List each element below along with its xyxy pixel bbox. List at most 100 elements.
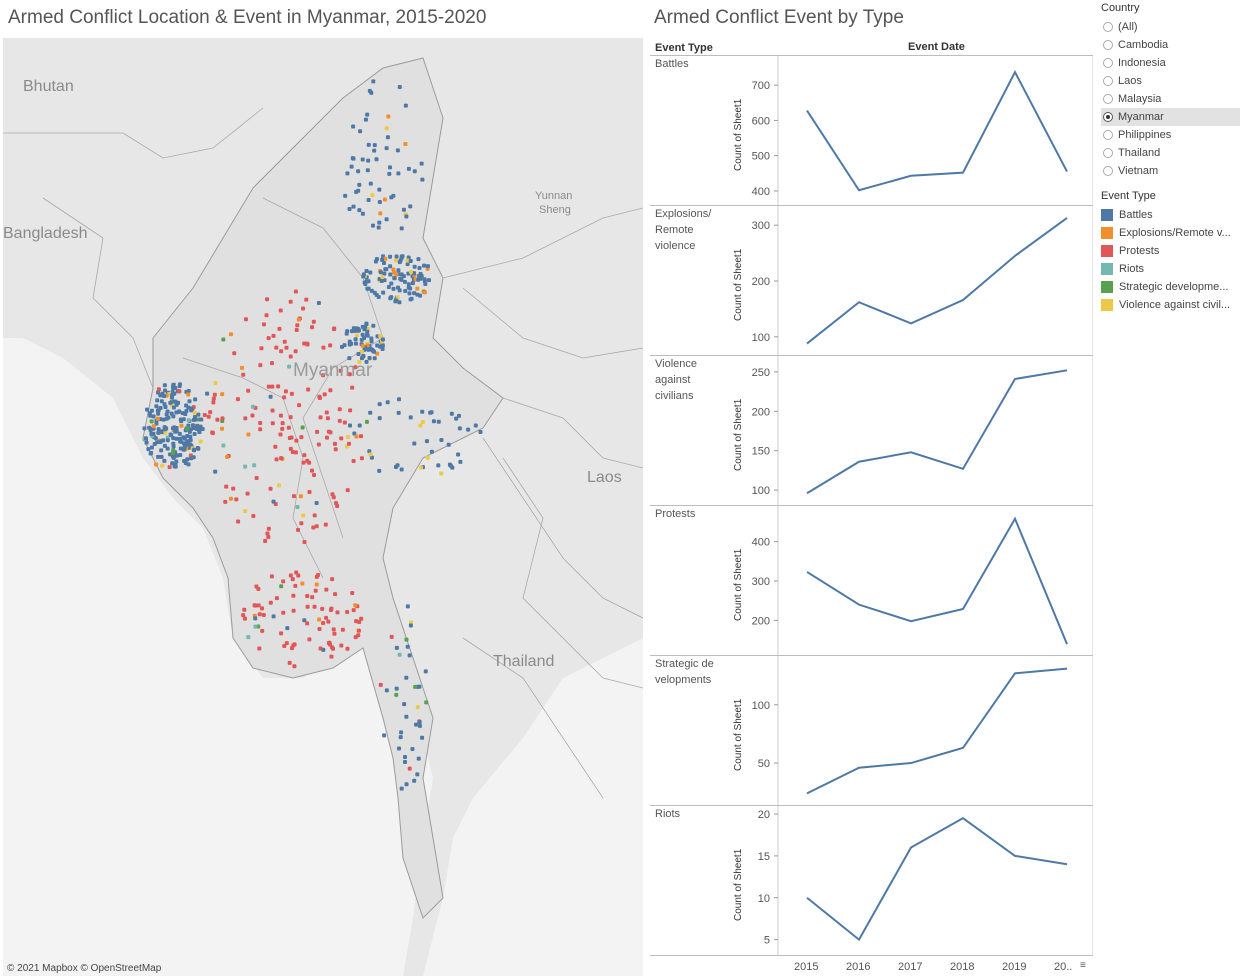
event-dot[interactable] [381,344,385,348]
event-dot[interactable] [156,412,160,416]
event-dot[interactable] [332,495,336,499]
event-dot[interactable] [352,459,356,463]
series-line[interactable] [807,519,1067,644]
event-dot[interactable] [155,440,159,444]
event-dot[interactable] [243,509,247,513]
event-dot[interactable] [404,715,408,719]
event-dot[interactable] [426,264,430,268]
event-dot[interactable] [396,171,400,175]
event-dot[interactable] [271,408,275,412]
event-dot[interactable] [361,354,365,358]
radio-icon[interactable] [1103,148,1113,158]
series-line[interactable] [807,370,1067,493]
event-dot[interactable] [396,286,400,290]
event-dot[interactable] [278,433,282,437]
event-dot[interactable] [144,436,148,440]
event-dot[interactable] [281,421,285,425]
event-dot[interactable] [420,410,424,414]
event-dot[interactable] [305,594,309,598]
event-dot[interactable] [396,148,400,152]
event-dot[interactable] [177,389,181,393]
event-dot[interactable] [408,767,412,771]
event-dot[interactable] [220,427,224,431]
event-dot[interactable] [394,259,398,263]
event-dot[interactable] [379,683,383,687]
event-dot[interactable] [211,431,215,435]
event-dot[interactable] [288,661,292,665]
event-dot[interactable] [193,397,197,401]
event-dot[interactable] [439,471,443,475]
event-dot[interactable] [241,373,245,377]
event-dot[interactable] [328,388,332,392]
event-dot[interactable] [302,540,306,544]
event-dot[interactable] [406,645,410,649]
event-dot[interactable] [377,226,381,230]
event-dot[interactable] [368,411,372,415]
event-dot[interactable] [246,432,250,436]
event-dot[interactable] [293,584,297,588]
event-dot[interactable] [368,89,372,93]
event-dot[interactable] [398,85,402,89]
event-dot[interactable] [373,143,377,147]
event-dot[interactable] [292,609,296,613]
event-dot[interactable] [189,407,193,411]
event-dot[interactable] [397,300,401,304]
event-dot[interactable] [343,194,347,198]
event-dot[interactable] [389,281,393,285]
event-dot[interactable] [332,326,336,330]
legend-item[interactable]: Riots [1101,260,1240,278]
legend-item[interactable]: Protests [1101,242,1240,260]
event-dot[interactable] [207,415,211,419]
event-dot[interactable] [394,465,398,469]
event-dot[interactable] [181,411,185,415]
event-dot[interactable] [405,782,409,786]
country-option[interactable]: Indonesia [1101,54,1240,72]
event-dot[interactable] [409,259,413,263]
event-dot[interactable] [168,465,172,469]
event-dot[interactable] [356,633,360,637]
event-dot[interactable] [389,295,393,299]
event-dot[interactable] [377,221,381,225]
event-dot[interactable] [400,226,404,230]
event-dot[interactable] [187,418,191,422]
event-dot[interactable] [359,434,363,438]
event-dot[interactable] [279,309,283,313]
event-dot[interactable] [310,469,314,473]
event-dot[interactable] [310,325,314,329]
event-dot[interactable] [258,427,262,431]
event-dot[interactable] [403,280,407,284]
event-dot[interactable] [324,588,328,592]
event-dot[interactable] [370,339,374,343]
event-dot[interactable] [184,409,188,413]
event-dot[interactable] [325,411,329,415]
event-dot[interactable] [244,317,248,321]
event-dot[interactable] [392,287,396,291]
event-dot[interactable] [385,688,389,692]
event-dot[interactable] [355,333,359,337]
event-dot[interactable] [301,513,305,517]
event-dot[interactable] [366,348,370,352]
event-dot[interactable] [154,404,158,408]
event-dot[interactable] [456,453,460,457]
event-dot[interactable] [171,414,175,418]
event-dot[interactable] [479,430,483,434]
event-dot[interactable] [180,424,184,428]
event-dot[interactable] [418,266,422,270]
event-dot[interactable] [343,343,347,347]
event-dot[interactable] [361,344,365,348]
event-dot[interactable] [282,395,286,399]
event-dot[interactable] [274,346,278,350]
event-dot[interactable] [317,301,321,305]
event-dot[interactable] [174,410,178,414]
event-dot[interactable] [352,608,356,612]
event-dot[interactable] [356,352,360,356]
event-dot[interactable] [223,500,227,504]
event-dot[interactable] [267,385,271,389]
event-dot[interactable] [172,425,176,429]
event-dot[interactable] [365,287,369,291]
event-dot[interactable] [172,392,176,396]
event-dot[interactable] [213,393,217,397]
event-dot[interactable] [159,406,163,410]
event-dot[interactable] [211,400,215,404]
event-dot[interactable] [347,442,351,446]
